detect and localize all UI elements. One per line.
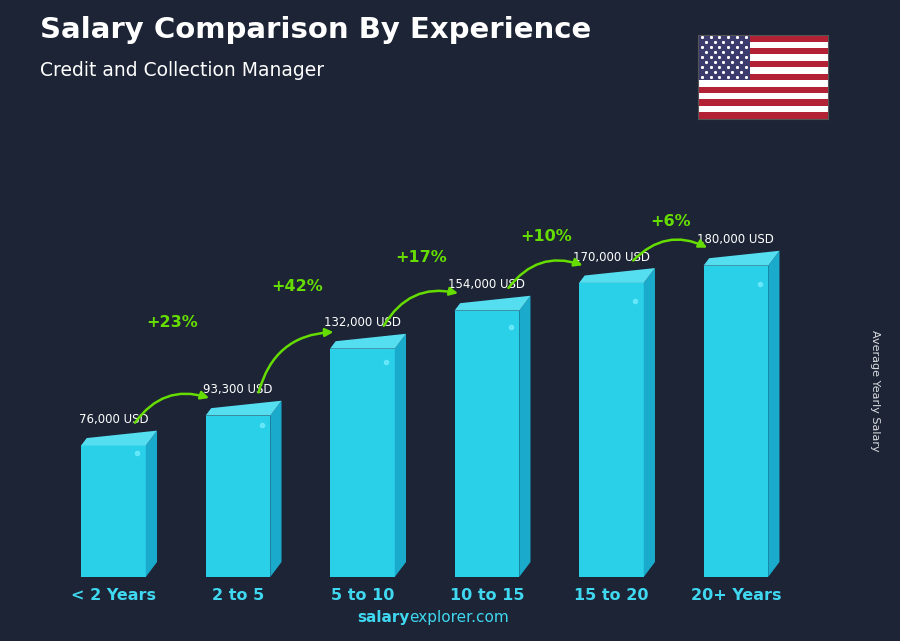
Polygon shape: [704, 251, 779, 265]
Bar: [698, 35, 828, 42]
Polygon shape: [519, 296, 530, 577]
Text: +10%: +10%: [520, 229, 572, 244]
Bar: [698, 74, 828, 80]
Text: 154,000 USD: 154,000 USD: [448, 278, 526, 291]
Text: 132,000 USD: 132,000 USD: [324, 316, 400, 329]
Polygon shape: [270, 401, 282, 577]
Bar: [704, 265, 769, 577]
Text: +6%: +6%: [650, 214, 691, 229]
Bar: [698, 67, 828, 74]
Text: salary: salary: [357, 610, 410, 625]
Polygon shape: [330, 334, 406, 349]
Bar: [698, 35, 750, 80]
Bar: [698, 54, 828, 61]
Polygon shape: [146, 431, 157, 577]
Polygon shape: [769, 251, 779, 577]
Text: 76,000 USD: 76,000 USD: [78, 413, 148, 426]
Polygon shape: [395, 334, 406, 577]
Bar: [330, 349, 395, 577]
Text: 93,300 USD: 93,300 USD: [203, 383, 273, 396]
Text: Average Yearly Salary: Average Yearly Salary: [869, 330, 880, 452]
Bar: [205, 415, 270, 577]
Bar: [698, 99, 828, 106]
Polygon shape: [454, 296, 530, 311]
Bar: [698, 112, 828, 119]
Text: Salary Comparison By Experience: Salary Comparison By Experience: [40, 16, 592, 44]
Bar: [698, 106, 828, 112]
Bar: [698, 61, 828, 67]
Polygon shape: [81, 431, 157, 445]
Text: +42%: +42%: [271, 279, 323, 294]
Text: Credit and Collection Manager: Credit and Collection Manager: [40, 61, 325, 80]
Text: explorer.com: explorer.com: [410, 610, 509, 625]
Bar: [698, 42, 828, 48]
Bar: [698, 48, 828, 54]
Text: +23%: +23%: [147, 315, 199, 329]
Text: +17%: +17%: [396, 249, 447, 265]
Bar: [698, 80, 828, 87]
Text: 170,000 USD: 170,000 USD: [573, 251, 650, 263]
Text: 180,000 USD: 180,000 USD: [698, 233, 774, 246]
Bar: [81, 445, 146, 577]
Bar: [698, 93, 828, 99]
Polygon shape: [205, 401, 282, 415]
Bar: [579, 283, 644, 577]
Polygon shape: [644, 268, 655, 577]
Bar: [698, 87, 828, 93]
Bar: [454, 311, 519, 577]
Polygon shape: [579, 268, 655, 283]
